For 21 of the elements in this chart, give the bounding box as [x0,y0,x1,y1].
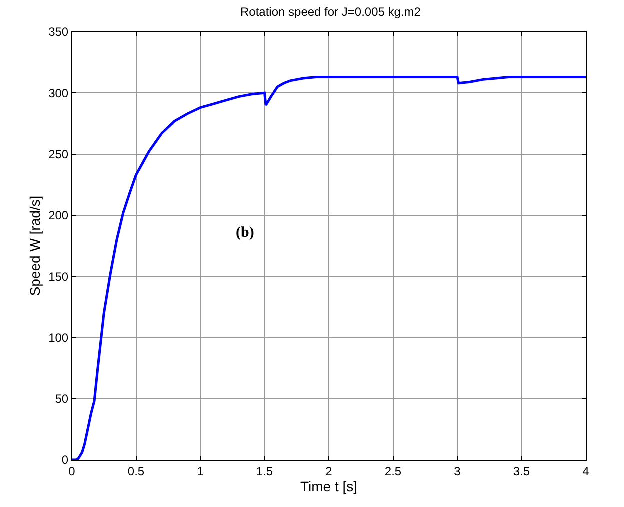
y-tick-label: 200 [48,208,69,223]
line-series [72,76,586,460]
annotation: (b) [236,225,254,241]
y-axis-title: Speed W [rad/s] [27,196,44,296]
y-tick-label: 50 [55,392,69,406]
x-tick-label: 1 [197,464,204,478]
chart-title: Rotation speed for J=0.005 kg.m2 [240,5,422,20]
y-tick-label: 300 [48,86,69,100]
y-tick-label: 350 [48,25,69,40]
x-tick-label: 4 [582,464,590,478]
x-tick-label: 1.5 [256,464,274,478]
y-tick-label: 250 [48,147,69,162]
x-tick-label: 2.5 [384,464,402,478]
y-tick-label: 0 [62,453,69,468]
x-tick-label: 3.5 [513,464,530,478]
y-tick-label: 100 [48,330,69,345]
x-tick-label: 0.5 [128,464,145,478]
y-tick-label: 150 [48,270,69,284]
x-axis-title: Time t [s] [300,478,358,495]
x-tick-label: 3 [454,464,462,478]
x-tick-label: 2 [326,464,333,478]
